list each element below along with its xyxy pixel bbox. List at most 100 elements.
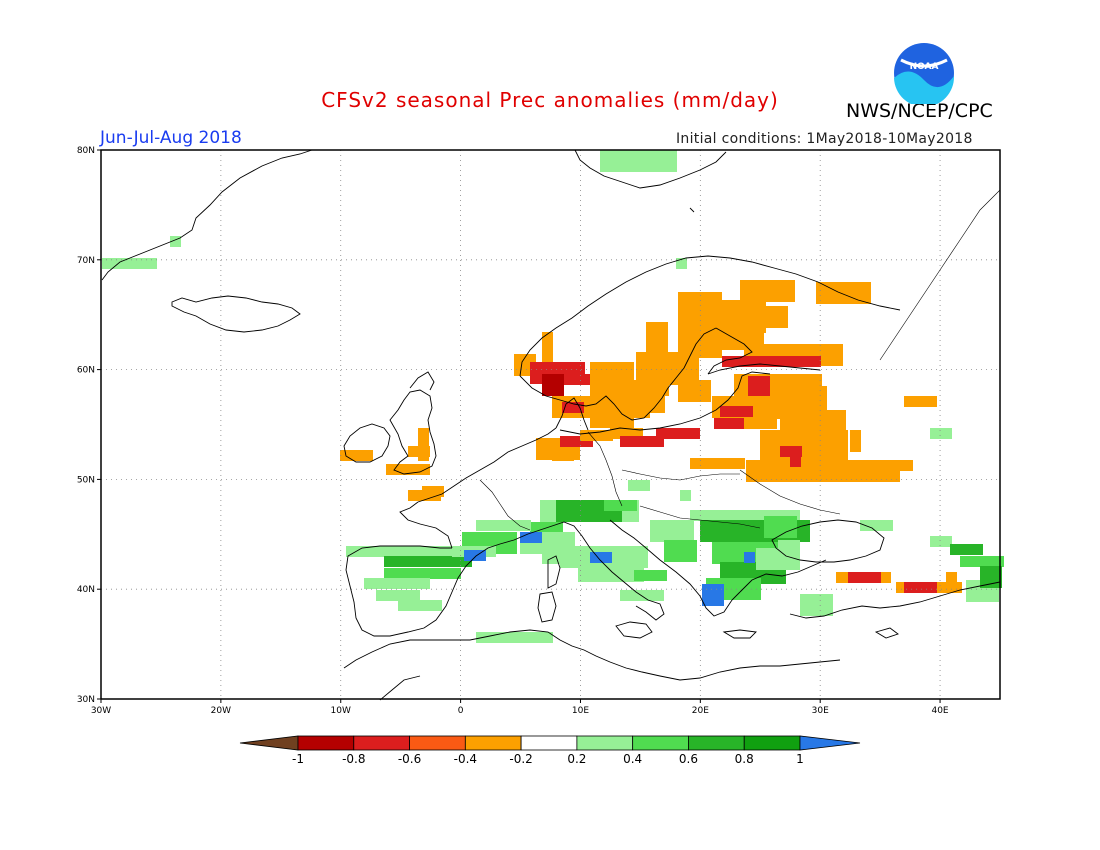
anomaly-cell xyxy=(376,590,420,601)
anomaly-cell xyxy=(766,306,788,328)
colorbar-swatch xyxy=(464,735,522,751)
anomaly-cell xyxy=(740,280,795,302)
lon-label: 30W xyxy=(91,706,111,716)
lat-label: 70N xyxy=(77,256,95,266)
anomaly-cell xyxy=(676,258,687,269)
anomaly-cell xyxy=(700,300,766,333)
colorbar-label: 1 xyxy=(796,752,804,766)
anomaly-cell xyxy=(386,464,430,475)
colorbar-label: -0.2 xyxy=(509,752,532,766)
anomaly-cell xyxy=(562,402,584,413)
anomaly-cell xyxy=(102,258,157,269)
anomaly-cell xyxy=(418,428,429,461)
lat-label: 30N xyxy=(77,695,95,705)
anomaly-cell xyxy=(744,418,777,429)
map-frame xyxy=(100,149,1001,700)
season-label: Jun-Jul-Aug 2018 xyxy=(100,128,242,148)
colorbar-label: -0.8 xyxy=(342,752,365,766)
colorbar-swatch xyxy=(409,735,466,751)
anomaly-cell xyxy=(678,380,711,402)
anomaly-cell xyxy=(542,332,553,365)
anomaly-cell xyxy=(904,582,937,593)
colorbar-labels: -1 -0.8 -0.6 -0.4 -0.2 0.2 0.4 0.6 0.8 1 xyxy=(292,752,804,766)
lon-label: 20W xyxy=(211,706,231,716)
lon-label: 0 xyxy=(458,706,464,716)
anomaly-cell xyxy=(170,236,181,247)
anomaly-cell xyxy=(422,486,444,497)
anomaly-cell xyxy=(930,428,952,439)
colorbar-swatches xyxy=(239,735,861,751)
lat-label: 80N xyxy=(77,146,95,156)
anomaly-cell xyxy=(384,556,472,567)
colorbar-high-arrow xyxy=(799,735,861,751)
colorbar-label: -1 xyxy=(292,752,304,766)
anomaly-cell xyxy=(600,150,677,172)
colorbar-swatch xyxy=(688,735,745,751)
logo-text: NOAA xyxy=(910,62,939,72)
anomaly-cell xyxy=(950,544,983,555)
anomaly-cell xyxy=(398,600,442,611)
anomaly-cell xyxy=(628,480,650,491)
anomaly-cell xyxy=(860,520,893,531)
anomaly-cell xyxy=(930,536,952,547)
anomaly-cell xyxy=(904,396,937,407)
anomaly-cell xyxy=(590,552,612,563)
anomaly-cell xyxy=(610,428,643,439)
lat-label: 50N xyxy=(77,475,95,485)
anomaly-cell xyxy=(636,352,669,396)
anomaly-cell xyxy=(880,460,913,471)
anomaly-cell xyxy=(746,460,900,482)
noaa-logo-icon: NOAA xyxy=(894,43,955,104)
anomaly-cell xyxy=(680,490,691,501)
anomaly-cell xyxy=(384,568,461,579)
anomaly-cell xyxy=(690,458,745,469)
anomaly-cell xyxy=(664,540,697,562)
colorbar-swatch xyxy=(632,735,689,751)
colorbar-swatch xyxy=(743,735,801,751)
anomaly-cell xyxy=(848,572,881,583)
anomaly-cell xyxy=(542,374,564,396)
anomaly-cell xyxy=(580,430,613,441)
lon-label: 20E xyxy=(692,706,709,716)
anomaly-cell xyxy=(634,570,667,581)
colorbar-label: 0.4 xyxy=(623,752,642,766)
anomaly-cell xyxy=(464,550,486,561)
colorbar-low-arrow xyxy=(239,735,299,751)
anomaly-cell xyxy=(850,430,861,452)
map-title: CFSv2 seasonal Prec anomalies (mm/day) xyxy=(321,88,779,112)
anomaly-cell xyxy=(780,446,802,457)
anomaly-cell xyxy=(340,450,373,461)
anomaly-cell xyxy=(620,436,664,447)
anomaly-cell xyxy=(628,396,650,418)
anomaly-cell xyxy=(744,552,755,563)
anomaly-cell xyxy=(720,406,753,417)
lat-label: 40N xyxy=(77,585,95,595)
anomaly-cell xyxy=(560,436,593,447)
anomaly-cell xyxy=(666,352,699,385)
lon-label: 10W xyxy=(331,706,351,716)
anomaly-cell xyxy=(604,500,637,511)
initial-conditions-label: Initial conditions: 1May2018-10May2018 xyxy=(676,131,973,147)
lat-label: 60N xyxy=(77,366,95,376)
anomaly-grid xyxy=(102,150,1004,643)
anomaly-cell xyxy=(690,510,800,521)
lon-label: 30E xyxy=(812,706,829,716)
anomaly-cell xyxy=(714,418,769,429)
anomaly-cell xyxy=(702,584,724,606)
colorbar-swatch xyxy=(297,735,355,751)
anomaly-cell xyxy=(760,430,848,463)
anomaly-cell xyxy=(790,456,801,467)
anomaly-cell xyxy=(564,374,597,385)
colorbar-swatch xyxy=(353,735,410,751)
anomaly-cell xyxy=(960,556,1004,567)
lon-label: 40E xyxy=(931,706,948,716)
anomaly-cell xyxy=(520,532,542,543)
lon-label: 10E xyxy=(572,706,589,716)
colorbar-swatch xyxy=(520,735,578,751)
anomaly-cell xyxy=(946,572,957,583)
colorbar-label: 0.2 xyxy=(567,752,586,766)
anomaly-cell xyxy=(476,520,531,531)
organization-label: NWS/NCEP/CPC xyxy=(846,100,993,122)
